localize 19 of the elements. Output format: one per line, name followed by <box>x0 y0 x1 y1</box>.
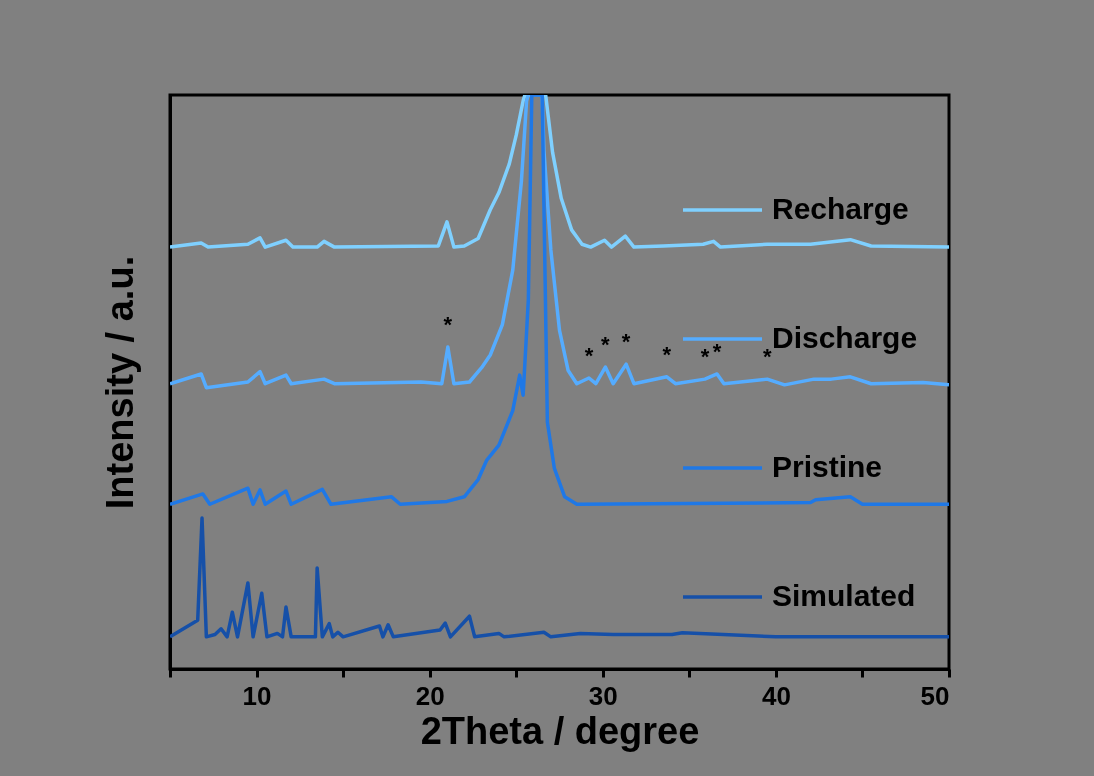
legend-label: Discharge <box>772 321 918 354</box>
legend-label: Recharge <box>772 192 909 225</box>
annotation: * <box>584 342 594 368</box>
x-tick-label: 50 <box>920 680 950 711</box>
x-tick-label: 10 <box>242 680 272 711</box>
annotation: * <box>662 341 672 367</box>
legend-label: Pristine <box>772 450 883 483</box>
x-tick-label: 20 <box>415 680 445 711</box>
annotation: * <box>601 332 611 358</box>
annotation: * <box>443 311 453 337</box>
annotation: * <box>621 329 631 355</box>
x-tick-label: 40 <box>761 680 791 711</box>
x-tick-label: 30 <box>588 680 618 711</box>
legend-label: Simulated <box>772 579 916 612</box>
annotation: * <box>712 338 722 364</box>
x-axis-title: 2Theta / degree <box>420 709 700 752</box>
annotation: * <box>762 344 772 370</box>
annotation: * <box>700 344 710 370</box>
y-axis-title: Intensity / a.u. <box>98 255 141 510</box>
